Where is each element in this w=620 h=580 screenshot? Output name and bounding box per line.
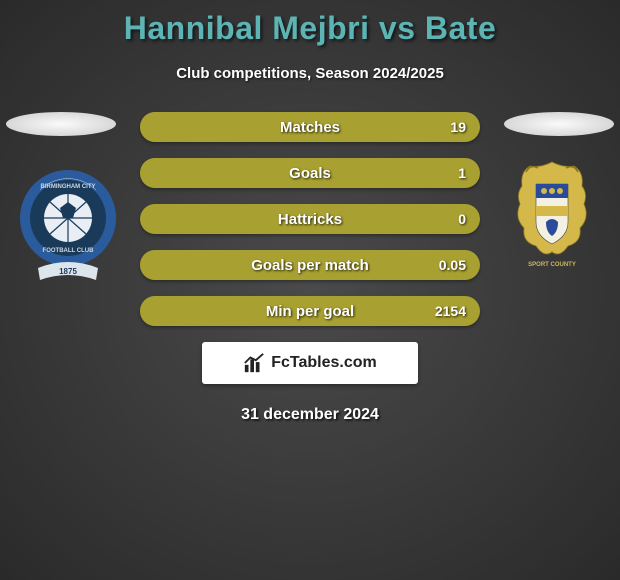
svg-text:BIRMINGHAM CITY: BIRMINGHAM CITY [41, 184, 96, 190]
svg-text:SPORT COUNTY: SPORT COUNTY [528, 262, 576, 268]
svg-text:1875: 1875 [59, 267, 77, 276]
brand-badge: FcTables.com [202, 342, 418, 384]
stat-value-right: 0 [458, 204, 466, 234]
stat-row: Hattricks0 [140, 204, 480, 234]
stat-label: Min per goal [140, 296, 480, 326]
stat-row: Min per goal2154 [140, 296, 480, 326]
subtitle: Club competitions, Season 2024/2025 [0, 65, 620, 82]
stat-row: Goals per match0.05 [140, 250, 480, 280]
stats-rows: Matches19 Goals1 Hattricks0 Goals per match… [140, 112, 480, 326]
player-left-photo-placeholder [6, 112, 116, 136]
stat-label: Matches [140, 112, 480, 142]
stat-value-right: 2154 [435, 296, 466, 326]
club-crest-right: SPORT COUNTY [502, 158, 602, 288]
comparison-area: BIRMINGHAM CITY FOOTBALL CLUB 1875 SPORT… [0, 112, 620, 326]
player-right-photo-placeholder [504, 112, 614, 136]
page-title: Hannibal Mejbri vs Bate [0, 0, 620, 47]
stat-label: Hattricks [140, 204, 480, 234]
stat-value-right: 19 [450, 112, 466, 142]
date-text: 31 december 2024 [0, 406, 620, 424]
svg-text:FOOTBALL CLUB: FOOTBALL CLUB [43, 248, 95, 254]
stat-row: Goals1 [140, 158, 480, 188]
stat-value-right: 1 [458, 158, 466, 188]
club-crest-left: BIRMINGHAM CITY FOOTBALL CLUB 1875 [18, 158, 118, 288]
stat-label: Goals per match [140, 250, 480, 280]
bars-icon [243, 352, 265, 374]
stat-row: Matches19 [140, 112, 480, 142]
brand-text: FcTables.com [271, 354, 377, 372]
stat-label: Goals [140, 158, 480, 188]
stat-value-right: 0.05 [439, 250, 466, 280]
